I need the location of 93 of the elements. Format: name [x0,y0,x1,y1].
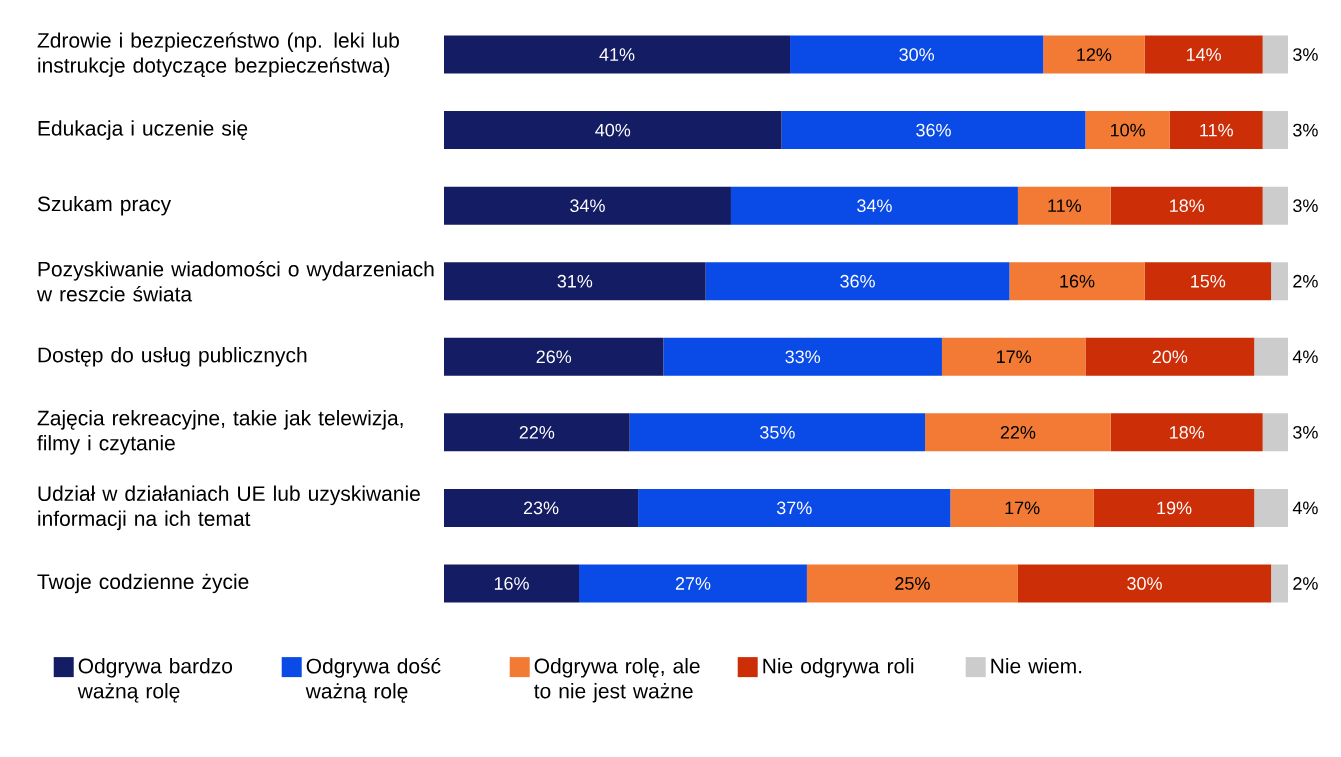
bar [1017,186,1111,225]
bar [1254,488,1288,527]
bar [629,413,926,452]
bar [444,488,639,527]
data-label: 31% [557,274,593,288]
bar [1262,186,1288,225]
data-label: 36% [840,274,875,288]
data-label: 17% [997,350,1032,364]
bar [1110,186,1263,225]
data-label: 17% [1005,501,1040,515]
bar [1271,262,1288,301]
bar [1271,564,1288,603]
data-label: 19% [1157,501,1192,515]
bar [941,337,1086,376]
legend-label: Nie wiem. [991,658,1082,674]
bar [444,262,706,301]
bar [1085,111,1170,150]
bar [1043,35,1145,74]
bar [579,564,807,603]
y-tick-label: Edukacja i uczenie się [38,120,248,140]
data-label: 30% [899,48,935,61]
bar [1085,337,1255,376]
data-label: 18% [1170,199,1205,213]
data-label: 30% [1127,577,1162,590]
data-label: 16% [1060,274,1095,288]
bar [1254,337,1288,376]
data-label: 2% [1293,274,1318,288]
data-label: 4% [1292,350,1318,364]
data-label: 23% [523,501,559,515]
legend-label: Odgrywa rolę, ale to nie jest ważne [534,658,700,703]
data-label: 33% [785,350,821,364]
data-label: 3% [1293,123,1318,137]
bar [705,262,1010,301]
bar [1262,413,1288,452]
bar [1262,111,1288,150]
data-label: 3% [1293,48,1318,61]
bar [730,186,1018,225]
bar [663,337,942,376]
data-label: 40% [595,123,631,137]
data-label: 41% [599,48,635,61]
bar [444,186,731,225]
data-label: 25% [895,577,930,590]
bar [638,488,951,527]
data-label: 36% [916,123,951,137]
bar [444,35,791,74]
data-label: 10% [1111,123,1146,137]
data-label: 14% [1186,48,1221,61]
bar [444,413,630,452]
bar [1169,111,1263,150]
data-label: 2% [1293,577,1318,590]
bar [444,111,782,150]
bar [781,111,1086,150]
data-label: 4% [1292,501,1318,515]
y-tick-label: Szukam pracy [37,195,172,216]
data-label: 15% [1191,274,1226,288]
data-label: 37% [776,501,812,515]
bar [1144,262,1272,301]
data-label: 12% [1077,48,1112,61]
bar [950,488,1094,527]
data-label: 22% [1000,425,1036,439]
data-label: 18% [1170,425,1205,439]
legend-label: Odgrywa bardzo ważną rolę [77,658,233,703]
data-label: 16% [494,577,529,590]
bar [1262,35,1288,74]
legend-label: Odgrywa dość ważną rolę [305,657,441,703]
data-label: 35% [760,425,795,439]
data-label: 34% [570,199,605,213]
bar [444,564,580,603]
data-label: 3% [1293,199,1318,213]
y-tick-label: Zdrowie i bezpieczeństwo (np. leki lub instrukcje dotyczące bezpieczeństwa) [37,32,399,77]
y-tick-label: Dostęp do usług publicznych [38,346,307,367]
bar [444,337,664,376]
bar [1009,262,1145,301]
data-label: 26% [536,350,572,364]
bar [790,35,1044,74]
bar [1017,564,1272,603]
data-label: 3% [1293,425,1318,439]
data-label: 27% [675,577,711,590]
bar [1144,35,1263,74]
y-tick-label: Twoje codzienne życie [37,573,249,594]
data-label: 34% [857,199,892,213]
bar [1093,488,1255,527]
data-label: 22% [519,425,555,439]
y-tick-label: Pozyskiwanie wiadomości o wydarzeniach w reszcie świata [36,260,434,302]
y-tick-label: Udział w działaniach UE lub uzyskiwanie informacji na ich temat [38,485,420,531]
data-label: 20% [1152,350,1188,364]
bar [925,413,1111,452]
data-label: 11% [1048,199,1082,212]
data-label: 11% [1200,123,1233,137]
legend-label: Nie odgrywa roli [763,658,914,678]
bar [806,564,1018,603]
bar [1110,413,1263,452]
y-tick-label: Zajęcia rekreacyjne, takie jak telewizja, filmy i czytanie [37,410,403,455]
